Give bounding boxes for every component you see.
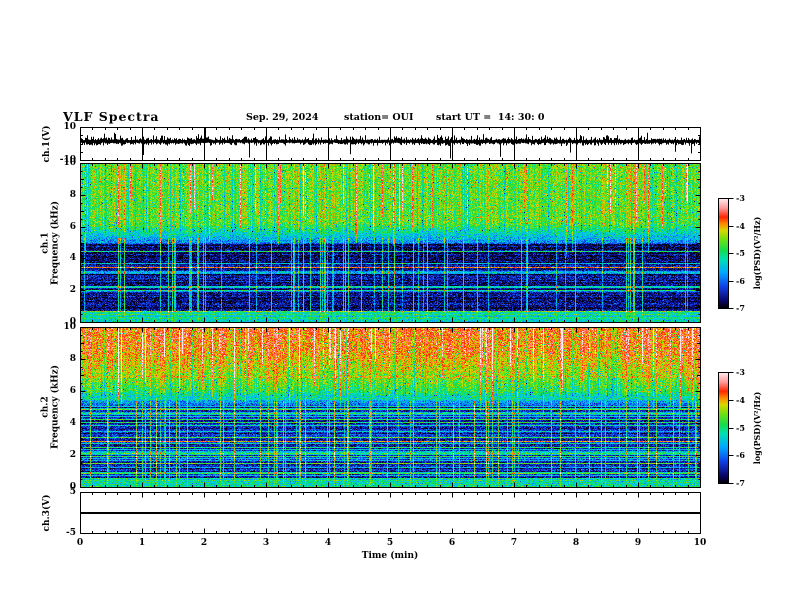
ch1-spectrogram-canvas [80,163,701,323]
xtick-label-2: 2 [200,538,208,548]
ch3-ytick--5: -5 [66,528,76,538]
colorbar-1-tick--6: -6 [736,275,745,286]
colorbar-1-tick--7: -7 [736,303,745,313]
colorbar-2-tick--5: -5 [736,422,745,433]
colorbar-1-tick--3: -3 [736,193,745,203]
xtick-label-7: 7 [510,538,518,548]
colorbar-2-tick--4: -4 [736,394,745,405]
colorbar-1-tick--5: -5 [736,248,745,258]
ylabel-ch2-line1: ch.2 [40,396,51,418]
colorbar-1-tick--4: -4 [736,220,745,231]
ylabel-ch1-line2: Frequency (kHz) [51,200,61,286]
colorbar-1-label: log(PSD)(V²/Hz) [752,216,762,290]
ch2-spec-ytick-10: 10 [63,322,76,332]
ylabel-ch1-line1: ch.1 [40,232,51,254]
ch2-spec-ytick-8: 8 [69,354,76,364]
header-station: station= OUI [344,112,414,123]
ylabel-ch1-frequency: ch.1 Frequency (kHz) [41,201,62,285]
ch3-ytick-5: 5 [69,487,76,497]
xtick-label-9: 9 [634,538,642,548]
xtick-label-10: 10 [693,538,707,548]
ch3-trace-canvas [80,492,701,534]
ylabel-ch1-volts: ch.1(V) [41,125,52,163]
ch1-spec-ytick-4: 4 [69,253,76,264]
ch1-spec-ytick-10: 10 [63,158,76,168]
ch2-spectrogram-canvas [80,327,701,488]
ch1-wave-ytick--10: -10 [59,155,76,165]
xtick-label-3: 3 [262,538,270,548]
xtick-label-6: 6 [448,538,456,548]
colorbar-1-canvas [718,198,736,309]
ch1-spec-ytick-2: 2 [69,285,76,296]
xtick-label-4: 4 [324,538,332,548]
colorbar-2-canvas [718,372,736,484]
colorbar-2-tick--7: -7 [736,478,745,488]
colorbar-2-label: log(PSD)(V²/Hz) [752,391,762,465]
ch1-waveform-canvas [80,127,701,161]
xtick-label-5: 5 [386,538,394,548]
ch2-spec-ytick-0: 0 [69,482,76,492]
ch1-wave-ytick-10: 10 [63,122,76,132]
xtick-label-1: 1 [138,538,146,548]
ylabel-ch2-frequency: ch.2 Frequency (kHz) [41,365,62,449]
xtick-label-0: 0 [76,538,84,548]
ch2-spec-ytick-6: 6 [69,386,76,396]
ylabel-ch2-line2: Frequency (kHz) [51,364,61,450]
ylabel-ch3-volts: ch.3(V) [41,494,52,532]
ch1-spec-ytick-8: 8 [69,189,76,200]
ch2-spec-ytick-4: 4 [69,418,76,428]
ch1-spec-ytick-0: 0 [69,317,76,327]
xtick-label-8: 8 [572,538,580,548]
colorbar-2-tick--3: -3 [736,367,745,377]
ch2-spec-ytick-2: 2 [69,450,76,460]
xaxis-label: Time (min) [361,551,419,561]
colorbar-2-tick--6: -6 [736,450,745,461]
header-start-ut: start UT = 14: 30: 0 [436,112,545,123]
header-date: Sep. 29, 2024 [246,112,319,123]
ch1-spec-ytick-6: 6 [69,221,76,232]
figure-title: VLF Spectra [63,109,160,124]
